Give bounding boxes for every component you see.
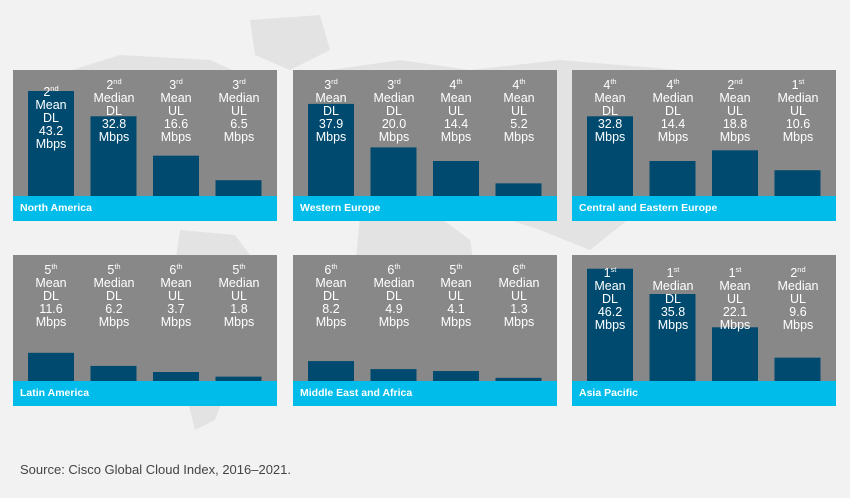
bar-mean-dl — [308, 103, 354, 196]
bar-label: 1st Mean DL 46.2 Mbps — [594, 265, 626, 332]
bar-median-ul — [774, 357, 821, 381]
bar-label: 1st Mean UL 22.1 Mbps — [719, 265, 751, 332]
bar-label: 5th Mean DL 11.6 Mbps — [35, 262, 67, 329]
region-panel-middle-east-africa: 6th Mean DL 8.2 Mbps 6th Median DL 4.9 M… — [293, 255, 557, 406]
bar-median-ul — [495, 183, 542, 196]
bar-label: 6th Mean DL 8.2 Mbps — [315, 262, 347, 329]
region-label: Asia Pacific — [579, 387, 638, 399]
bar-median-ul — [774, 170, 821, 196]
region-label: Latin America — [20, 387, 90, 399]
region-category-bar: North America — [13, 196, 277, 221]
bar-label: 4th Mean DL 32.8 Mbps — [594, 77, 626, 144]
bar-median-ul — [215, 180, 262, 196]
region-category-bar: Western Europe — [293, 196, 557, 221]
bar-label: 2nd Mean DL 43.2 Mbps — [35, 84, 67, 151]
bar-mean-dl — [587, 116, 633, 196]
bar-chart — [28, 352, 262, 381]
source-note: Source: Cisco Global Cloud Index, 2016–2… — [20, 462, 292, 477]
bar-mean-ul — [712, 327, 758, 381]
bar-median-dl — [649, 294, 696, 381]
region-label: Middle East and Africa — [300, 387, 413, 399]
region-panel-latin-america: 5th Mean DL 11.6 Mbps 5th Median DL 6.2 … — [13, 255, 277, 406]
bar-label: 1st Median UL 10.6 Mbps — [777, 77, 819, 144]
bar-median-dl — [370, 369, 417, 381]
bar-label: 3rd Mean UL 16.6 Mbps — [160, 77, 192, 144]
region-label: North America — [20, 202, 92, 214]
region-category-bar: Middle East and Africa — [293, 381, 557, 406]
bar-label: 5th Median DL 6.2 Mbps — [93, 262, 135, 329]
region-panel-western-europe: 3rd Mean DL 37.9 Mbps 3rd Median DL 20.0… — [293, 70, 557, 221]
bar-label: 5th Mean UL 4.1 Mbps — [440, 262, 472, 329]
bar-label: 3rd Median UL 6.5 Mbps — [218, 77, 260, 144]
bar-chart — [587, 116, 821, 196]
bar-median-ul — [495, 377, 542, 381]
bar-chart — [308, 361, 542, 381]
bar-mean-ul — [433, 161, 479, 196]
bar-mean-ul — [153, 372, 199, 381]
bar-label: 4th Median DL 14.4 Mbps — [652, 77, 694, 144]
bar-mean-ul — [153, 155, 199, 196]
bar-median-dl — [370, 147, 417, 196]
bar-median-dl — [90, 116, 137, 196]
region-category-bar: Central and Eastern Europe — [572, 196, 836, 221]
bar-label: 5th Median UL 1.8 Mbps — [218, 262, 260, 329]
bar-label: 1st Median DL 35.8 Mbps — [652, 265, 694, 332]
bar-label: 2nd Mean UL 18.8 Mbps — [719, 77, 751, 144]
region-panel-central-eastern-europe: 4th Mean DL 32.8 Mbps 4th Median DL 14.4… — [572, 70, 836, 221]
bar-mean-dl — [28, 352, 74, 381]
bar-median-ul — [215, 376, 262, 381]
bar-label: 6th Median UL 1.3 Mbps — [498, 262, 540, 329]
bar-mean-dl — [308, 361, 354, 381]
bar-chart — [587, 268, 821, 381]
bar-label: 3rd Mean DL 37.9 Mbps — [315, 77, 347, 144]
bar-label: 4th Mean UL 5.2 Mbps — [503, 77, 535, 144]
bar-mean-dl — [28, 91, 74, 196]
bar-mean-ul — [433, 371, 479, 381]
bar-median-dl — [90, 365, 137, 381]
region-label: Central and Eastern Europe — [579, 202, 718, 214]
bar-label: 6th Mean UL 3.7 Mbps — [160, 262, 192, 329]
bar-mean-ul — [712, 150, 758, 196]
bar-chart — [28, 91, 262, 196]
region-category-bar: Asia Pacific — [572, 381, 836, 406]
bar-label: 2nd Median UL 9.6 Mbps — [777, 265, 819, 332]
region-label: Western Europe — [300, 202, 381, 214]
region-category-bar: Latin America — [13, 381, 277, 406]
bar-mean-dl — [587, 268, 633, 381]
bar-label: 3rd Median DL 20.0 Mbps — [373, 77, 415, 144]
bar-label: 4th Mean UL 14.4 Mbps — [440, 77, 472, 144]
bar-median-dl — [649, 161, 696, 196]
region-panel-north-america: 2nd Mean DL 43.2 Mbps 2nd Median DL 32.8… — [13, 70, 277, 221]
bar-label: 2nd Median DL 32.8 Mbps — [93, 77, 135, 144]
bar-label: 6th Median DL 4.9 Mbps — [373, 262, 415, 329]
region-panel-asia-pacific: 1st Mean DL 46.2 Mbps 1st Median DL 35.8… — [572, 255, 836, 406]
bar-chart — [308, 103, 542, 196]
